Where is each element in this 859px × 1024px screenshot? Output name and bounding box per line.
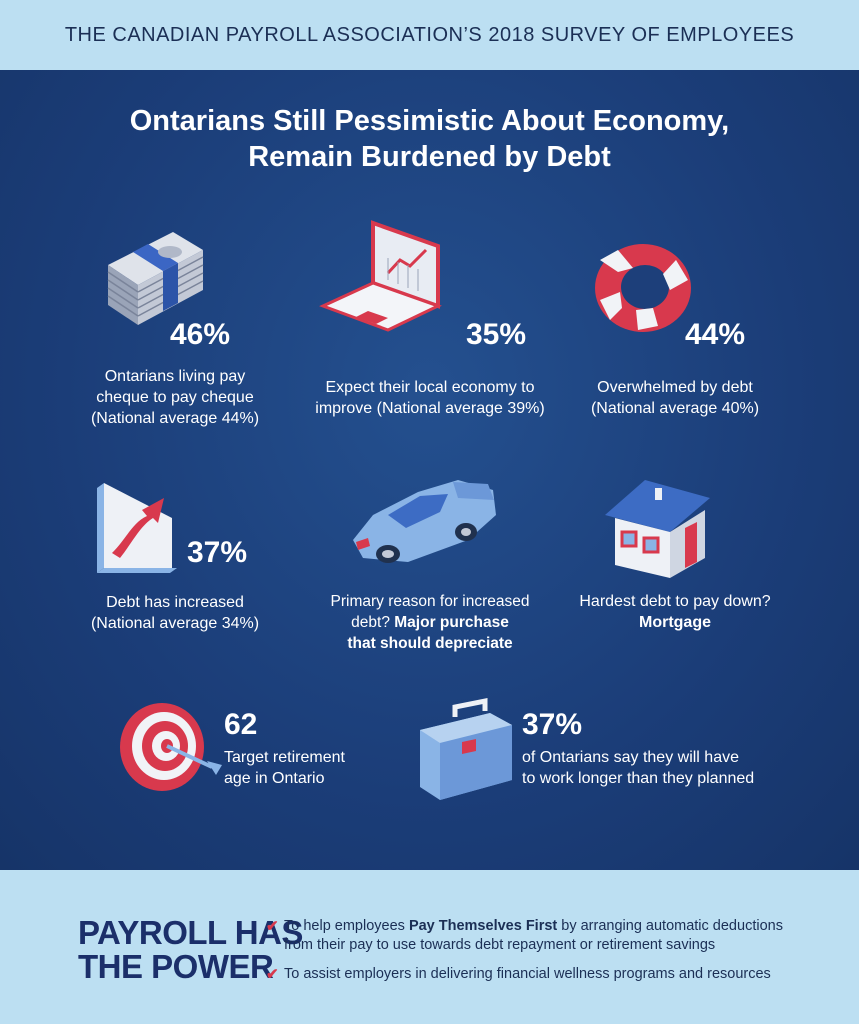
survey-title: THE CANADIAN PAYROLL ASSOCIATION’S 2018 … [64, 23, 795, 46]
payroll-has-the-power: PAYROLL HAS THE POWER [78, 914, 303, 985]
survey-header-bar: THE CANADIAN PAYROLL ASSOCIATION’S 2018 … [0, 0, 859, 70]
reason-description: Primary reason for increased debt? Major… [330, 593, 530, 652]
money-stack-icon [107, 232, 204, 325]
debt-increased-description: Debt has increased (National average 34%) [90, 594, 260, 632]
debt-increased-stat: 37% [187, 536, 248, 569]
economy-stat: 35% [466, 318, 527, 351]
retirement-description: Target retirement age in Ontario [224, 749, 345, 787]
house-icon [605, 480, 710, 578]
work-longer-stat: 37% [522, 708, 583, 741]
paycheque-description: Ontarians living pay cheque to pay cheque… [90, 368, 260, 427]
hardest-debt-description: Hardest debt to pay down? Mortgage [579, 593, 771, 631]
checkmark-icon: ✔ [266, 918, 279, 935]
overwhelmed-stat: 44% [685, 318, 746, 351]
rising-chart-icon [97, 483, 177, 573]
checkmark-icon: ✔ [266, 966, 279, 983]
footer-bullet-2: ✔ To assist employers in delivering fina… [266, 966, 771, 983]
footer-bar [0, 870, 859, 1024]
paycheque-stat: 46% [170, 318, 231, 351]
work-longer-description: of Ontarians say they will have to work l… [522, 749, 755, 787]
headline-line2: Remain Burdened by Debt [248, 141, 611, 173]
briefcase-icon [420, 697, 512, 800]
life-ring-icon [595, 244, 691, 332]
footer-bullet-1: ✔ To help employees Pay Themselves First… [266, 918, 783, 953]
economy-description: Expect their local economy to improve (Na… [315, 379, 545, 417]
target-icon [120, 703, 222, 791]
overwhelmed-description: Overwhelmed by debt (National average 40%… [590, 379, 760, 417]
car-icon [353, 480, 496, 563]
headline-line1: Ontarians Still Pessimistic About Econom… [129, 105, 730, 137]
retirement-age-stat: 62 [224, 708, 258, 741]
laptop-chart-icon [319, 220, 442, 332]
